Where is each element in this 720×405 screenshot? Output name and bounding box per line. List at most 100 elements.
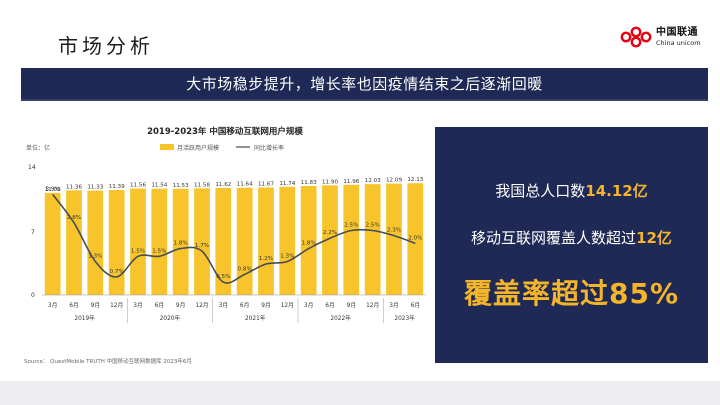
population-value: 14.12亿 <box>585 182 648 200</box>
year-label: 2023年 <box>394 314 415 322</box>
x-tick-label: 6月 <box>325 302 335 309</box>
y-tick-label: 0 <box>31 292 35 299</box>
bar <box>236 187 253 295</box>
rate-label: 0.5% <box>216 274 230 280</box>
bar-value-label: 11.53 <box>173 183 189 189</box>
bar-value-label: 11.90 <box>322 179 338 185</box>
headline-banner: 大市场稳步提升，增长率也因疫情结束之后逐渐回暖 <box>21 68 708 101</box>
bar <box>130 188 146 295</box>
bar <box>108 190 125 295</box>
x-tick-label: 3月 <box>219 302 229 309</box>
rate-label: 1.5% <box>152 248 166 254</box>
bar-value-label: 11.67 <box>258 181 274 187</box>
bar <box>364 184 381 295</box>
rate-label: 2.5% <box>344 223 358 229</box>
population-stat: 我国总人口数14.12亿 <box>435 180 708 201</box>
bar <box>215 187 232 295</box>
x-tick-label: 9月 <box>176 302 186 309</box>
x-tick-label: 3月 <box>48 302 58 309</box>
rate-label: 0.7% <box>110 269 124 275</box>
rate-label: 2.3% <box>387 228 401 234</box>
y-tick-label: 14 <box>28 164 36 171</box>
bar <box>300 185 317 295</box>
year-label: 2022年 <box>330 314 351 322</box>
user-scale-chart: 2019-2023年 中国移动互联网用户规模 单位：亿 月活跃用户规模 同比增长… <box>20 118 431 368</box>
chart-title: 2019-2023年 中国移动互联网用户规模 <box>147 126 303 137</box>
x-tick-label: 6月 <box>69 302 79 309</box>
bar-value-label: 11.36 <box>66 184 82 190</box>
y-tick-label: 7 <box>31 229 35 236</box>
logo-en-text: China unicom <box>656 38 701 47</box>
bar <box>172 188 189 295</box>
slide-title: 市场分析 <box>58 34 154 58</box>
rate-label: 2.0% <box>408 235 422 241</box>
bar <box>343 184 360 295</box>
rate-label: 2.8% <box>67 215 81 221</box>
bar <box>151 188 168 295</box>
bar-value-label: 11.64 <box>237 182 253 188</box>
x-tick-label: 6月 <box>411 302 421 309</box>
x-tick-label: 6月 <box>155 302 165 309</box>
bar <box>44 192 61 295</box>
footer-bar <box>0 381 720 405</box>
x-tick-label: 12月 <box>195 302 208 309</box>
rate-label: 2.5% <box>366 223 380 229</box>
x-tick-label: 3月 <box>304 302 314 309</box>
coverage-rate-highlight: 覆盖率超过85% <box>463 277 680 310</box>
bar-value-label: 12.03 <box>365 178 381 184</box>
rate-label: 1.5% <box>131 248 145 254</box>
rate-label: 1.3% <box>280 253 294 259</box>
x-tick-label: 3月 <box>389 302 399 309</box>
bar <box>279 186 296 295</box>
rate-label: 0.8% <box>238 266 252 272</box>
coverage-value: 12亿 <box>636 229 672 247</box>
bar-value-label: 12.13 <box>407 177 423 183</box>
rate-label: 1.7% <box>195 243 209 249</box>
bar-value-label: 11.39 <box>109 184 125 190</box>
coverage-label: 移动互联网覆盖人数超过 <box>471 229 637 247</box>
china-unicom-logo: 中国联通 China unicom <box>619 26 701 48</box>
population-label: 我国总人口数 <box>495 182 586 200</box>
growth-rate-line <box>52 193 416 284</box>
bar <box>258 187 274 295</box>
bar-value-label: 11.62 <box>215 182 231 188</box>
chart-svg: 2019-2023年 中国移动互联网用户规模 单位：亿 月活跃用户规模 同比增长… <box>24 126 426 365</box>
bar <box>87 190 104 295</box>
bar-value-label: 11.54 <box>151 183 167 189</box>
bar-value-label: 11.08 <box>45 187 61 193</box>
year-label: 2019年 <box>74 314 95 322</box>
x-tick-label: 12月 <box>281 302 294 309</box>
bar <box>322 185 338 295</box>
year-label: 2021年 <box>245 314 266 322</box>
bar-value-label: 12.09 <box>386 178 402 184</box>
x-tick-label: 9月 <box>261 302 271 309</box>
rate-label: 1.8% <box>302 241 316 247</box>
bar-value-label: 11.83 <box>301 180 317 186</box>
rate-label: 1.3% <box>88 253 102 259</box>
bar-value-label: 11.58 <box>194 182 210 188</box>
bar <box>386 183 402 295</box>
bar-value-label: 11.56 <box>130 182 146 188</box>
rate-label: 2.2% <box>323 230 337 236</box>
chart-source: Source： QuestMobile TRUTH 中国移动互联网数据库 202… <box>24 357 192 365</box>
x-tick-label: 12月 <box>366 302 379 309</box>
rate-label: 1.8% <box>174 241 188 247</box>
unicom-knot-icon <box>620 26 652 48</box>
bar-value-label: 11.74 <box>279 181 295 187</box>
headline-banner-text: 大市场稳步提升，增长率也因疫情结束之后逐渐回暖 <box>186 75 543 93</box>
bar-value-label: 11.96 <box>343 179 359 185</box>
stats-panel: 我国总人口数14.12亿 移动互联网覆盖人数超过12亿 覆盖率超过85% <box>435 127 708 363</box>
rate-label: 1.2% <box>259 256 273 262</box>
rate-label: 3.9% <box>46 186 60 192</box>
bar <box>66 190 82 295</box>
bar-value-label: 11.33 <box>87 185 103 191</box>
legend-bar-label: 月活跃用户规模 <box>177 144 219 152</box>
logo-cn-text: 中国联通 <box>656 26 698 38</box>
legend-line-label: 同比增长率 <box>254 144 284 152</box>
x-tick-label: 12月 <box>110 302 123 309</box>
x-tick-label: 9月 <box>347 302 357 309</box>
legend-bar-swatch <box>160 144 174 150</box>
chart-unit-label: 单位：亿 <box>26 144 50 152</box>
x-tick-label: 6月 <box>240 302 250 309</box>
coverage-stat: 移动互联网覆盖人数超过12亿 <box>435 227 708 248</box>
